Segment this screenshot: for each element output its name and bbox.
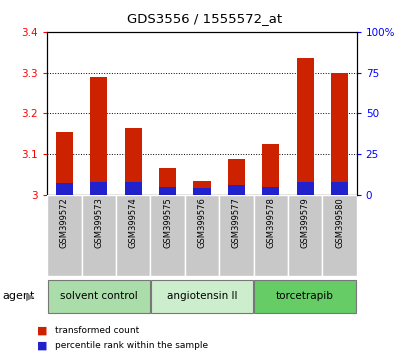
Bar xyxy=(56,132,73,195)
Bar xyxy=(227,159,244,195)
Text: GSM399575: GSM399575 xyxy=(163,197,172,248)
Bar xyxy=(48,280,149,313)
Bar xyxy=(261,144,279,195)
Text: ■: ■ xyxy=(37,340,47,350)
Text: GSM399578: GSM399578 xyxy=(265,197,274,248)
Bar xyxy=(287,195,321,276)
Bar xyxy=(47,195,81,276)
Text: torcetrapib: torcetrapib xyxy=(276,291,333,302)
Text: GDS3556 / 1555572_at: GDS3556 / 1555572_at xyxy=(127,12,282,25)
Bar xyxy=(296,58,313,195)
Text: GSM399573: GSM399573 xyxy=(94,197,103,248)
Bar xyxy=(124,127,142,195)
Bar xyxy=(116,195,150,276)
Bar xyxy=(193,181,210,195)
Text: GSM399576: GSM399576 xyxy=(197,197,206,248)
Text: ▶: ▶ xyxy=(26,291,34,302)
Bar xyxy=(81,195,116,276)
Bar xyxy=(90,182,107,195)
Text: GSM399580: GSM399580 xyxy=(334,197,343,248)
Text: agent: agent xyxy=(2,291,34,302)
Text: GSM399572: GSM399572 xyxy=(60,197,69,248)
Text: angiotensin II: angiotensin II xyxy=(166,291,236,302)
Bar xyxy=(330,73,347,195)
Bar xyxy=(56,183,73,195)
Text: ■: ■ xyxy=(37,326,47,336)
Bar xyxy=(184,195,218,276)
Text: GSM399574: GSM399574 xyxy=(128,197,137,248)
Bar xyxy=(150,195,184,276)
Bar xyxy=(124,182,142,195)
Text: GSM399577: GSM399577 xyxy=(231,197,240,248)
Bar xyxy=(159,168,176,195)
Bar xyxy=(90,77,107,195)
Text: percentile rank within the sample: percentile rank within the sample xyxy=(55,341,208,350)
Bar xyxy=(253,195,287,276)
Text: solvent control: solvent control xyxy=(60,291,137,302)
Bar xyxy=(254,280,355,313)
Bar xyxy=(159,187,176,195)
Bar xyxy=(227,185,244,195)
Bar xyxy=(321,195,356,276)
Text: GSM399579: GSM399579 xyxy=(300,197,309,248)
Bar xyxy=(218,195,253,276)
Bar xyxy=(151,280,252,313)
Bar xyxy=(261,187,279,195)
Bar xyxy=(296,182,313,195)
Bar xyxy=(330,182,347,195)
Bar xyxy=(193,188,210,195)
Text: transformed count: transformed count xyxy=(55,326,139,336)
